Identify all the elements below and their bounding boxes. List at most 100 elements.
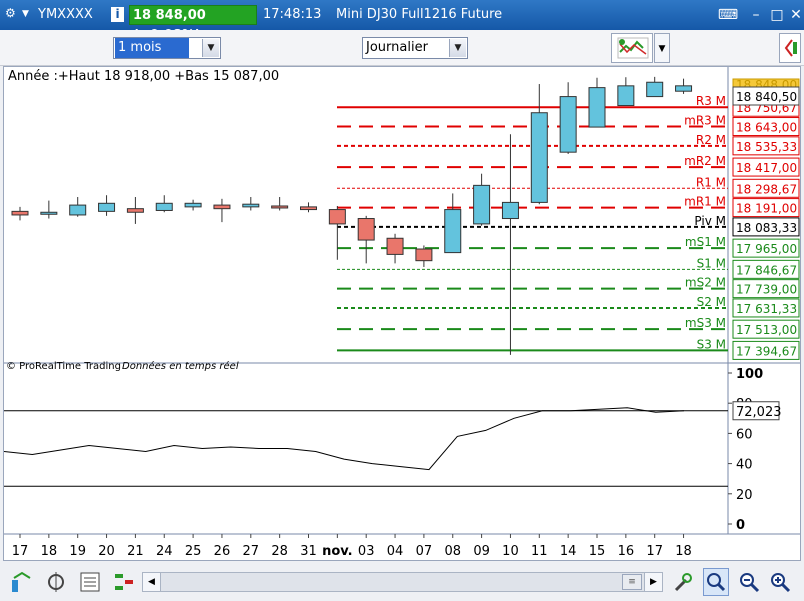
time-tick-label: 15 — [589, 544, 606, 559]
candle-body — [444, 209, 462, 254]
pivot-name: mS3 M — [685, 316, 726, 330]
indicator-tick-label: 20 — [736, 488, 753, 503]
candle-body — [588, 87, 606, 128]
pivot-price-label: 17 631,33 — [736, 302, 797, 316]
minimize-icon[interactable]: – — [752, 7, 760, 23]
pivot-price-label: 17 513,00 — [736, 323, 797, 337]
period-value: 1 mois — [115, 38, 190, 58]
scroll-right-icon[interactable]: ▶ — [644, 573, 662, 591]
zoom-in-icon[interactable] — [768, 570, 792, 594]
indicator-value-box — [732, 401, 780, 421]
candle-body — [646, 81, 664, 98]
indicator-value-label: 72,023 — [736, 405, 782, 420]
pivot-name: mR3 M — [684, 114, 726, 128]
list-icon[interactable] — [78, 570, 102, 594]
pivot-name: mS1 M — [685, 235, 726, 249]
quote-time: 17:48:13 — [263, 7, 322, 22]
time-tick-label: 20 — [98, 544, 115, 559]
candle-body — [530, 112, 548, 203]
time-tick-label: 17 — [12, 544, 29, 559]
time-tick-label: 17 — [646, 544, 663, 559]
chevron-down-icon[interactable]: ▼ — [449, 39, 466, 57]
crosshair-icon[interactable] — [44, 570, 68, 594]
symbol-name[interactable]: YMXXXX — [38, 7, 93, 22]
candle-body — [501, 201, 519, 220]
scroll-left-icon[interactable]: ◀ — [143, 573, 161, 591]
time-tick-label: 16 — [618, 544, 635, 559]
wrench-icon[interactable] — [670, 570, 694, 594]
pivot-price-box — [732, 279, 800, 299]
candle-body — [69, 204, 87, 216]
indicator-tick-label: 60 — [736, 427, 753, 442]
close-icon[interactable]: ✕ — [790, 7, 802, 23]
zoom-out-icon[interactable] — [737, 570, 761, 594]
current-price-label: 18 840,50 — [736, 90, 797, 104]
candle-body — [357, 218, 375, 241]
add-indicator-button[interactable] — [611, 33, 653, 63]
candle-body — [155, 202, 173, 211]
time-tick-label: 25 — [185, 544, 202, 559]
info-icon[interactable]: i — [111, 7, 124, 22]
pivot-price-label: 17 846,67 — [736, 263, 797, 277]
candle-body — [328, 209, 346, 225]
time-tick-label: nov. — [322, 544, 353, 559]
chart-canvas[interactable]: Année :+Haut 18 918,00 +Bas 15 087,00 © P… — [4, 67, 800, 560]
chevron-down-icon[interactable]: ▼ — [22, 9, 29, 19]
keyboard-icon[interactable]: ⌨ — [717, 7, 739, 23]
side-panel-button[interactable] — [779, 33, 801, 63]
time-tick-label: 11 — [531, 544, 548, 559]
pivot-name: S3 M — [697, 337, 726, 351]
candle-body — [98, 202, 116, 212]
pivot-price-label: 18 417,00 — [736, 161, 797, 175]
scroll-thumb[interactable]: ≡ — [622, 574, 642, 590]
time-tick-label: 26 — [214, 544, 231, 559]
indicator-line — [4, 407, 685, 471]
candle-body — [271, 205, 289, 209]
pivot-price-box — [732, 136, 800, 156]
pivot-name: R1 M — [696, 175, 726, 189]
interval-select[interactable]: Journalier ▼ — [362, 37, 468, 59]
pivot-price-box — [732, 298, 800, 318]
chart-toolbar: 1 mois ▼ Journalier ▼ ▼ — [0, 30, 804, 66]
pivot-price-label: 17 965,00 — [736, 242, 797, 256]
chart-tools-icon[interactable] — [10, 570, 34, 594]
period-select[interactable]: 1 mois ▼ — [113, 37, 221, 59]
chevron-down-icon[interactable]: ▼ — [654, 33, 670, 63]
price-change-badge: 18 848,00 (+0,08%) — [129, 5, 257, 43]
pivot-price-label: 18 191,00 — [736, 202, 797, 216]
pivot-name: Piv M — [694, 214, 726, 228]
chart-scrollbar[interactable]: ◀ ≡ ▶ — [142, 572, 663, 592]
pivot-name: mS2 M — [685, 276, 726, 290]
pivot-price-box — [732, 117, 800, 137]
time-tick-label: 08 — [444, 544, 461, 559]
pivot-price-box — [732, 319, 800, 339]
pivot-name: mR1 M — [684, 195, 726, 209]
candle-body — [473, 184, 491, 225]
panel-toggle-icon — [784, 39, 797, 57]
time-tick-label: 07 — [416, 544, 433, 559]
candle-body — [617, 85, 635, 107]
pivot-price-label: 18 535,33 — [736, 140, 797, 154]
indicator-tick-label: 0 — [736, 518, 745, 533]
chevron-down-icon[interactable]: ▼ — [202, 39, 219, 57]
candle-body — [300, 206, 317, 211]
pivot-price-box — [732, 217, 800, 237]
indicator-tick-label: 40 — [736, 458, 753, 473]
chart-area[interactable]: Année :+Haut 18 918,00 +Bas 15 087,00 © P… — [3, 66, 801, 561]
title-bar: ⚙ ▼ YMXXXX i 18 848,00 (+0,08%) 17:48:13… — [0, 0, 804, 43]
pivot-name: R3 M — [696, 94, 726, 108]
time-tick-label: 03 — [358, 544, 375, 559]
annual-range-text: Année :+Haut 18 918,00 +Bas 15 087,00 — [8, 69, 279, 84]
pivot-price-box — [732, 259, 800, 279]
candle-body — [559, 96, 577, 153]
pivot-price-label: 18 298,67 — [736, 182, 797, 196]
maximize-icon[interactable]: □ — [770, 7, 784, 23]
pivot-price-label: 17 394,67 — [736, 344, 797, 358]
time-tick-label: 10 — [502, 544, 519, 559]
time-tick-label: 04 — [387, 544, 404, 559]
candle-body — [11, 210, 29, 216]
orderbook-icon[interactable] — [112, 570, 136, 594]
gear-icon[interactable]: ⚙ — [5, 6, 16, 20]
zoom-fit-icon[interactable] — [703, 568, 729, 596]
